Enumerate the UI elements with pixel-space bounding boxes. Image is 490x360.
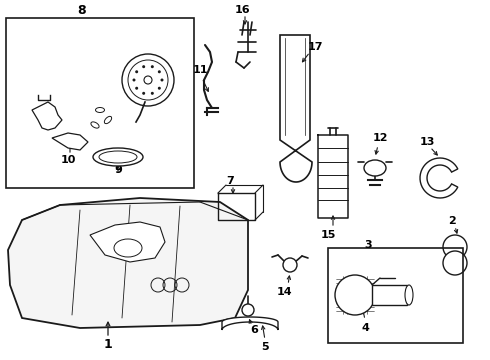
Ellipse shape bbox=[96, 108, 104, 112]
Circle shape bbox=[142, 92, 145, 95]
Circle shape bbox=[283, 258, 297, 272]
Polygon shape bbox=[52, 133, 88, 150]
Circle shape bbox=[443, 235, 467, 259]
Polygon shape bbox=[420, 158, 458, 198]
Ellipse shape bbox=[91, 122, 99, 128]
Polygon shape bbox=[32, 102, 62, 130]
Circle shape bbox=[151, 92, 154, 95]
Circle shape bbox=[151, 65, 154, 68]
Text: 17: 17 bbox=[307, 42, 323, 52]
Ellipse shape bbox=[364, 160, 386, 176]
Text: 5: 5 bbox=[261, 342, 269, 352]
Circle shape bbox=[135, 70, 138, 73]
Text: 12: 12 bbox=[372, 133, 388, 143]
Circle shape bbox=[443, 251, 467, 275]
Ellipse shape bbox=[405, 285, 413, 305]
Circle shape bbox=[242, 304, 254, 316]
Polygon shape bbox=[280, 35, 312, 182]
Polygon shape bbox=[222, 317, 278, 330]
Text: 3: 3 bbox=[364, 240, 372, 250]
Bar bbox=[372, 285, 407, 305]
Text: 6: 6 bbox=[250, 325, 258, 335]
Polygon shape bbox=[8, 198, 248, 328]
Circle shape bbox=[144, 76, 152, 84]
Text: 8: 8 bbox=[78, 4, 86, 17]
Circle shape bbox=[335, 275, 375, 315]
Ellipse shape bbox=[93, 148, 143, 166]
Text: 2: 2 bbox=[448, 216, 456, 226]
Circle shape bbox=[158, 70, 161, 73]
Text: 15: 15 bbox=[320, 230, 336, 240]
Text: 16: 16 bbox=[234, 5, 250, 15]
Circle shape bbox=[158, 87, 161, 90]
Text: 7: 7 bbox=[226, 176, 234, 186]
Circle shape bbox=[132, 78, 136, 81]
Circle shape bbox=[135, 87, 138, 90]
Text: 11: 11 bbox=[192, 65, 208, 75]
Text: 9: 9 bbox=[114, 165, 122, 175]
Ellipse shape bbox=[104, 116, 112, 123]
Polygon shape bbox=[90, 222, 165, 262]
Text: 13: 13 bbox=[419, 137, 435, 147]
Circle shape bbox=[161, 78, 164, 81]
Circle shape bbox=[122, 54, 174, 106]
Circle shape bbox=[142, 65, 145, 68]
Text: 1: 1 bbox=[103, 338, 112, 351]
Text: 14: 14 bbox=[277, 287, 293, 297]
Text: 10: 10 bbox=[60, 155, 75, 165]
Text: 4: 4 bbox=[361, 323, 369, 333]
Bar bbox=[328, 248, 463, 343]
Bar bbox=[6, 18, 194, 188]
